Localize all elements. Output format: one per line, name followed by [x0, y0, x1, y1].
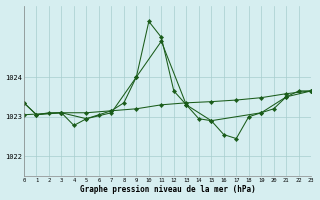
X-axis label: Graphe pression niveau de la mer (hPa): Graphe pression niveau de la mer (hPa) — [80, 185, 255, 194]
